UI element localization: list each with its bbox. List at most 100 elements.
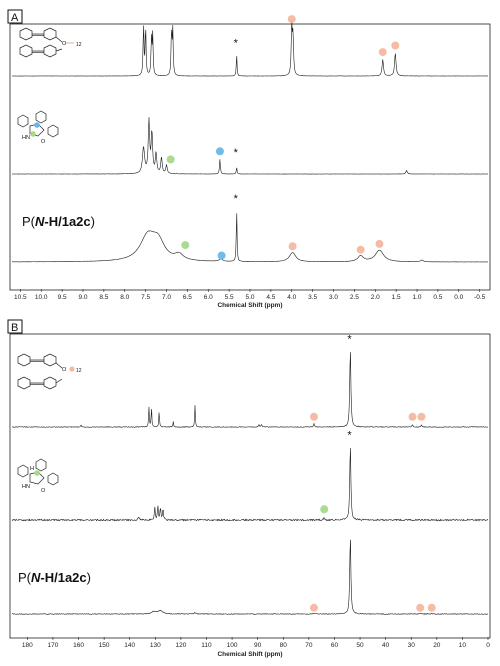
panel-b-traces: ** — [11, 334, 489, 615]
spectrum-trace — [11, 448, 489, 522]
peak-marker-green — [320, 505, 329, 514]
solvent-star: * — [347, 334, 352, 346]
x-tick-label: 1.5 — [392, 294, 401, 301]
lactam-o-label-a: O — [41, 139, 46, 145]
x-tick-label: 130 — [150, 642, 161, 649]
lactam-o-label-b: O — [41, 488, 46, 494]
panel-b-x-axis: 180 170 160 150 140 130 120 110 100 90 80 70 60 50 40 3… — [22, 637, 490, 649]
panel-a-label-box — [7, 9, 23, 24]
structure-monomer-b: O 12 — [17, 353, 82, 390]
x-tick-label: 3.5 — [308, 294, 317, 301]
x-tick-label: 7.0 — [162, 294, 171, 301]
x-tick-label: 160 — [73, 642, 84, 649]
x-tick-label: 30 — [408, 642, 416, 649]
x-tick-label: 2.0 — [371, 294, 380, 301]
spectrum-trace — [11, 117, 489, 175]
x-tick-label: 90 — [254, 642, 262, 649]
peak-marker-orange — [309, 603, 318, 612]
x-tick-label: 0 — [486, 642, 490, 649]
x-tick-label: 8.0 — [120, 294, 129, 301]
panel-a-traces: * * * — [11, 15, 489, 263]
x-tick-label: 140 — [124, 642, 135, 649]
x-tick-label: 7.5 — [141, 294, 150, 301]
x-tick-label: -0.5 — [474, 294, 486, 301]
spectrum-trace — [11, 213, 489, 263]
monomer-subscript-b: 12 — [76, 368, 82, 374]
solvent-star: * — [347, 430, 352, 442]
peak-marker-orange — [378, 48, 387, 57]
lactam-nh-label-b: HN — [22, 484, 30, 490]
peak-marker-orange — [356, 245, 365, 254]
x-tick-label: 0.0 — [454, 294, 463, 301]
x-tick-label: 50 — [356, 642, 364, 649]
svg-text:O: O — [62, 367, 67, 373]
x-tick-label: 2.5 — [350, 294, 359, 301]
x-tick-label: 1.0 — [412, 294, 421, 301]
x-tick-label: 100 — [227, 642, 238, 649]
solvent-star: * — [234, 147, 239, 159]
peak-marker-blue — [217, 251, 226, 260]
x-tick-label: 20 — [433, 642, 441, 649]
peak-marker-orange — [309, 412, 318, 421]
peak-marker-orange — [287, 15, 296, 24]
panel-a-x-axis: 10.5 10.0 9.5 9.0 8.5 8.0 7.5 7.0 6.5 6.0 5.5 5.0 4.… — [14, 289, 486, 301]
x-tick-label: 60 — [331, 642, 339, 649]
x-tick-label: 4.5 — [266, 294, 275, 301]
peak-marker-green — [166, 155, 175, 164]
spectrum-trace — [11, 19, 489, 77]
x-tick-label: 120 — [175, 642, 186, 649]
x-tick-label: 6.5 — [183, 294, 192, 301]
x-tick-label: 70 — [305, 642, 313, 649]
x-tick-label: 150 — [99, 642, 110, 649]
structure-pyrrolinone-b: H HN O — [17, 458, 59, 494]
x-tick-label: 5.0 — [245, 294, 254, 301]
x-tick-label: 110 — [201, 642, 212, 649]
peak-marker-orange — [408, 412, 417, 421]
panel-b-label-box — [7, 319, 23, 334]
peak-marker-orange — [391, 41, 400, 50]
peak-marker-orange — [375, 239, 384, 248]
spectrum-trace — [11, 539, 489, 615]
panel-a-frame — [9, 23, 491, 291]
x-tick-label: 180 — [22, 642, 33, 649]
solvent-star: * — [234, 193, 239, 205]
panel-a-x-axis-title: Chemical Shift (ppm) — [217, 302, 282, 309]
x-tick-label: 3.0 — [329, 294, 338, 301]
polymer-label-b: P(N-H/1a2c) — [18, 570, 91, 585]
structure-monomer-a: O 12 — [19, 27, 82, 58]
peak-marker-green — [181, 241, 190, 250]
structure-pyrrolinone-a: HN O — [17, 110, 59, 145]
x-tick-label: 10 — [459, 642, 467, 649]
peak-marker-orange — [288, 242, 297, 251]
monomer-subscript-a: 12 — [76, 42, 82, 48]
panel-b-frame — [9, 333, 491, 639]
svg-text:O: O — [62, 41, 67, 47]
panel-b: B ** 180 170 160 150 140 130 120 110 100 90 80 70 60… — [7, 319, 491, 658]
x-tick-label: 0.5 — [433, 294, 442, 301]
x-tick-label: 40 — [382, 642, 390, 649]
x-tick-label: 9.0 — [78, 294, 87, 301]
solvent-star: * — [234, 38, 239, 50]
polymer-label-a: P(N-H/1a2c) — [22, 214, 95, 229]
x-tick-label: 9.5 — [58, 294, 67, 301]
panel-a-label: A — [11, 12, 19, 24]
panel-b-label: B — [11, 322, 18, 334]
peak-marker-blue — [215, 147, 224, 156]
peak-marker-orange — [417, 412, 426, 421]
x-tick-label: 10.5 — [14, 294, 27, 301]
x-tick-label: 80 — [280, 642, 288, 649]
x-tick-label: 170 — [48, 642, 59, 649]
x-tick-label: 4.0 — [287, 294, 296, 301]
spectrum-trace — [11, 352, 489, 428]
x-tick-label: 10.0 — [35, 294, 48, 301]
ch-h-label-b: H — [30, 466, 34, 472]
peak-marker-orange — [416, 603, 425, 612]
x-tick-label: 6.0 — [204, 294, 213, 301]
x-tick-label: 5.5 — [225, 294, 234, 301]
x-tick-label: 8.5 — [99, 294, 108, 301]
lactam-nh-label-a: HN — [22, 135, 30, 141]
panel-a: A * * * 10.5 10.0 9.5 9.0 8.5 8.0 7.5 7.0 6.5 6.0 5.… — [7, 9, 491, 309]
peak-marker-orange — [427, 603, 436, 612]
panel-b-x-axis-title: Chemical Shift (ppm) — [217, 651, 282, 658]
